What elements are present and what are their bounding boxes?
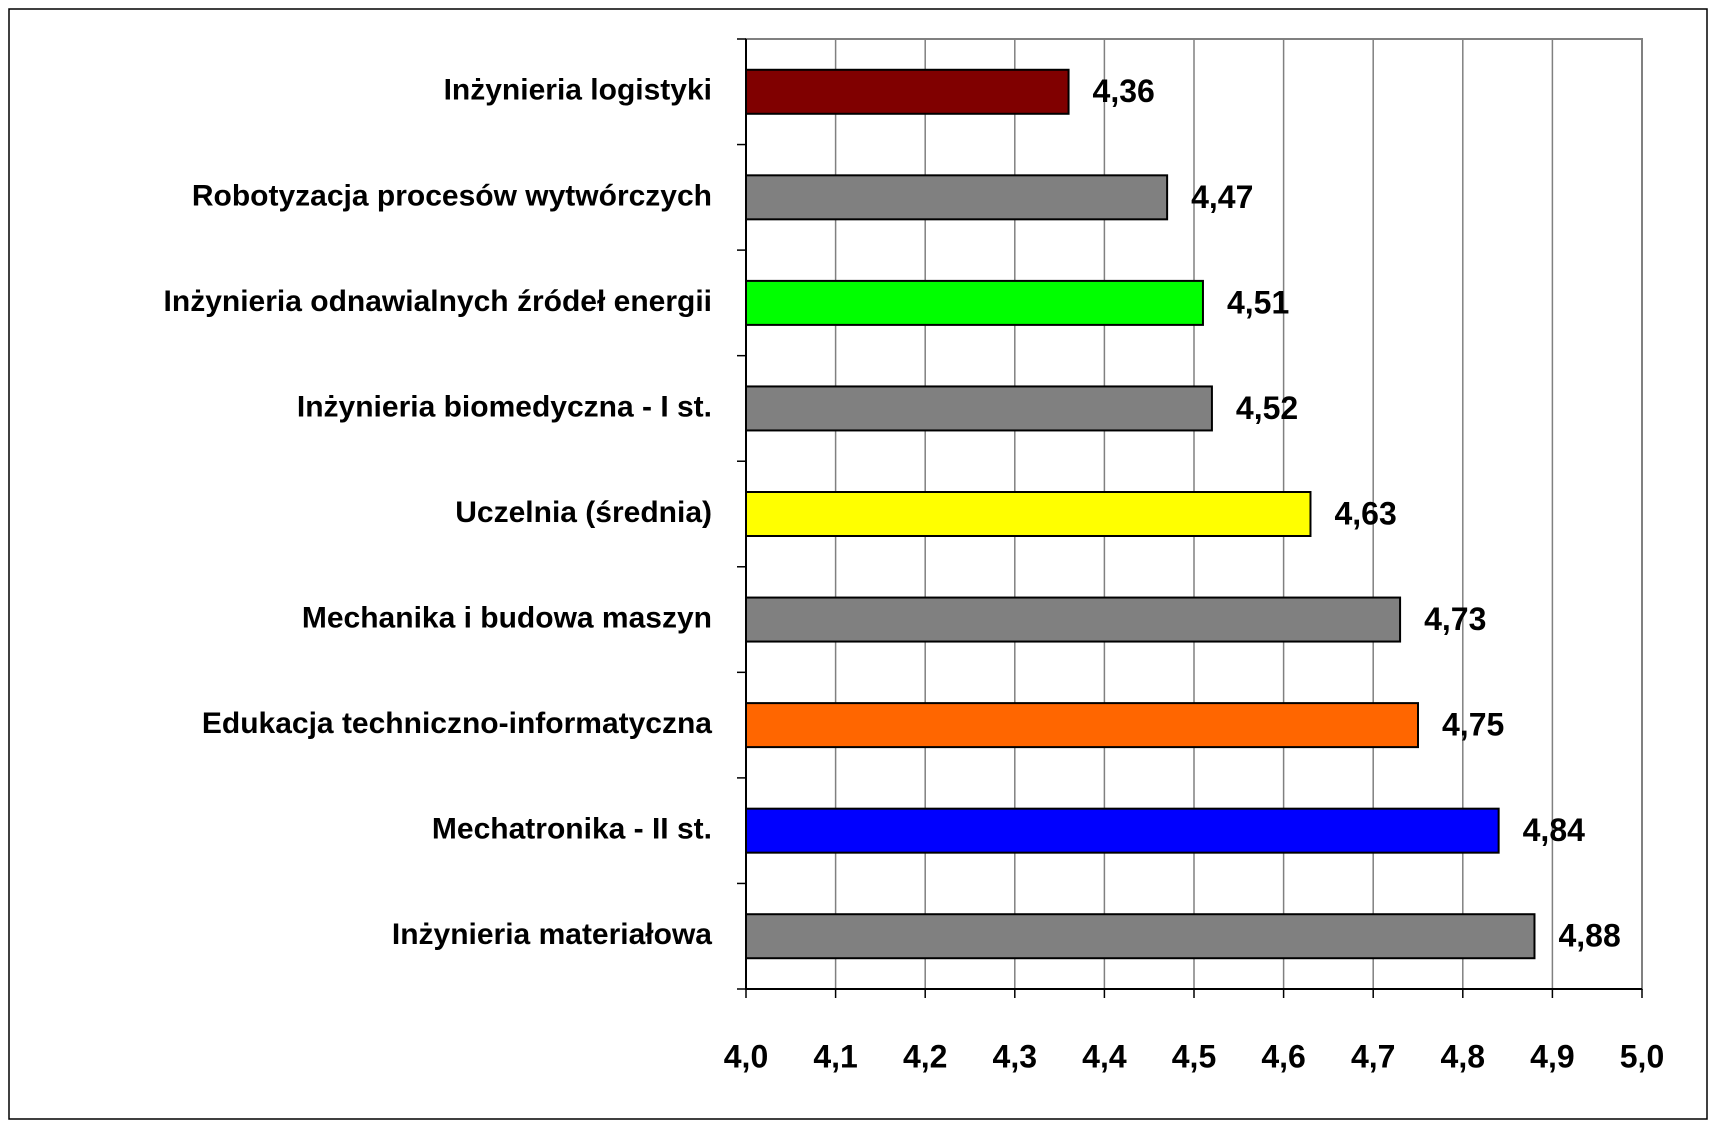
x-tick-label: 4,1 <box>813 1038 857 1074</box>
y-tick-label: Mechanika i budowa maszyn <box>302 601 712 634</box>
data-label: 4,47 <box>1191 179 1253 215</box>
x-tick-label: 4,7 <box>1351 1038 1395 1074</box>
bar <box>745 807 1500 854</box>
y-tick-label: Mechatronika - II st. <box>432 813 712 846</box>
data-label: 4,73 <box>1424 601 1486 637</box>
y-tick-label: Robotyzacja procesów wytwórczych <box>192 179 712 212</box>
bar <box>745 385 1213 432</box>
x-tick-label: 5,0 <box>1620 1038 1664 1074</box>
data-label: 4,84 <box>1523 812 1585 848</box>
y-tick-label: Inżynieria biomedyczna - I st. <box>297 390 712 423</box>
bar <box>745 913 1536 960</box>
x-tick-label: 4,9 <box>1530 1038 1574 1074</box>
bar <box>745 68 1070 115</box>
x-tick-label: 4,8 <box>1441 1038 1485 1074</box>
y-tick-label: Uczelnia (średnia) <box>455 496 712 529</box>
y-tick-label: Inżynieria odnawialnych źródeł energii <box>164 285 712 318</box>
data-label: 4,75 <box>1442 707 1504 743</box>
bar <box>745 174 1169 221</box>
bar <box>745 596 1402 643</box>
data-label: 4,88 <box>1558 918 1620 954</box>
y-tick-label: Inżynieria materiałowa <box>392 918 712 951</box>
x-tick-label: 4,0 <box>724 1038 768 1074</box>
x-tick-label: 4,2 <box>903 1038 947 1074</box>
bar <box>745 491 1312 537</box>
x-tick-label: 4,3 <box>993 1038 1037 1074</box>
x-tick-label: 4,5 <box>1172 1038 1216 1074</box>
x-tick-label: 4,4 <box>1082 1038 1127 1074</box>
x-tick-label: 4,6 <box>1261 1038 1305 1074</box>
data-label: 4,63 <box>1334 495 1396 531</box>
data-label: 4,52 <box>1236 390 1298 426</box>
bar <box>745 279 1204 326</box>
y-tick-label: Edukacja techniczno-informatyczna <box>202 707 712 740</box>
y-tick-label: Inżynieria logistyki <box>444 74 712 107</box>
data-label: 4,51 <box>1227 284 1289 320</box>
bar <box>745 702 1419 749</box>
data-label: 4,36 <box>1093 73 1155 109</box>
